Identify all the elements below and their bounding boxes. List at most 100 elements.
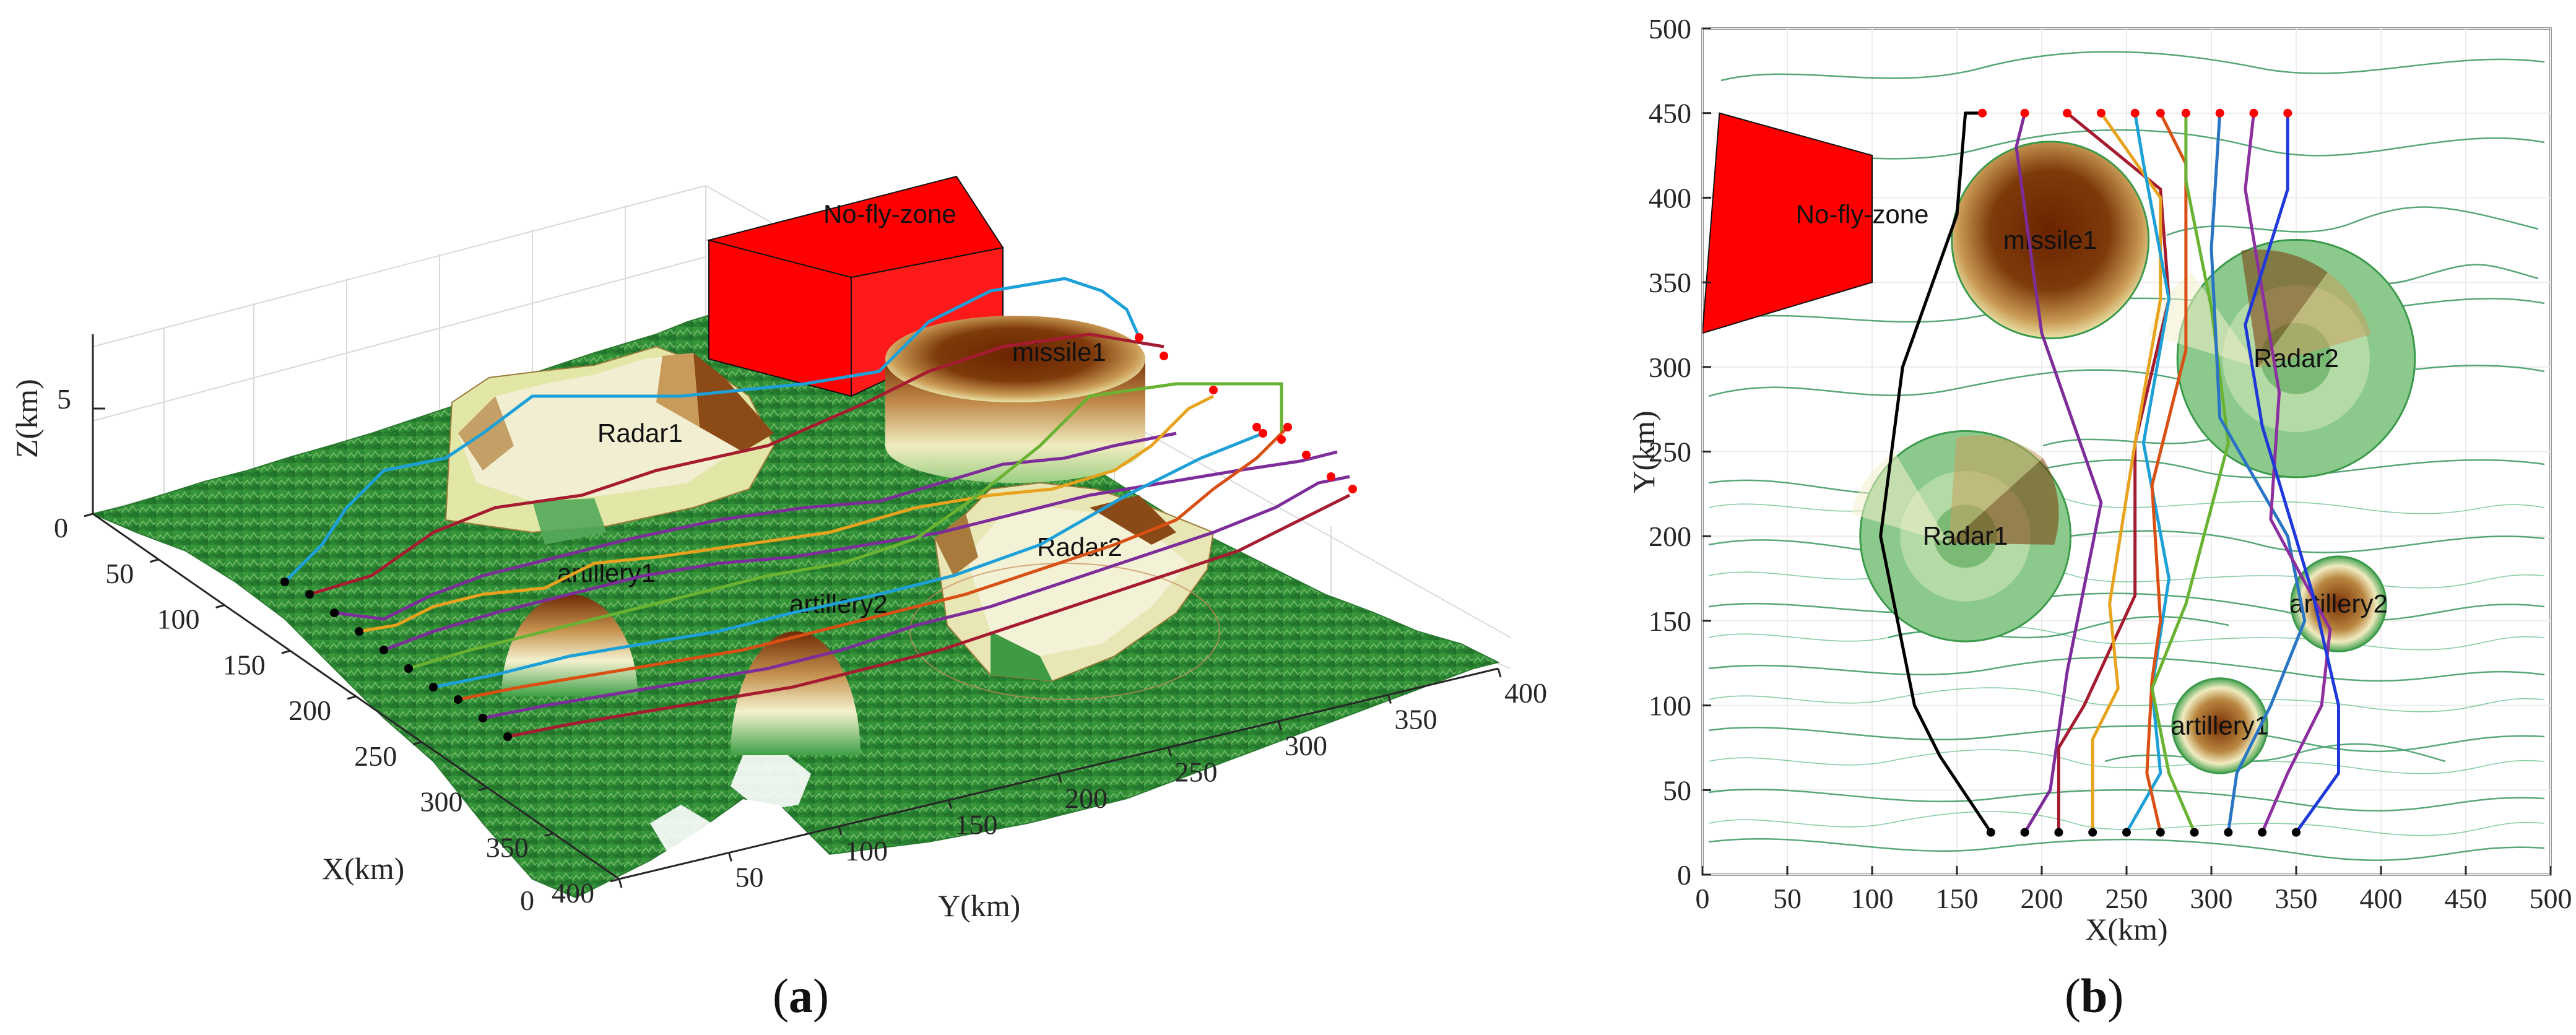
x-tick-label-b: 350 (2275, 883, 2318, 914)
path-8 (2210, 113, 2307, 833)
x-tick-label-3d: 350 (486, 831, 529, 863)
path3d-5 (383, 450, 1338, 652)
y-tick-label-3d: 100 (845, 835, 888, 867)
y-tick-mark-3d (948, 800, 952, 809)
path3d-8 (458, 426, 1289, 701)
x-tick-label-3d: 50 (105, 558, 134, 589)
x-tick-label-3d: 100 (157, 604, 200, 635)
radar1-label-3d: Radar1 (597, 418, 683, 448)
z-axis-label-3d: Z(km) (9, 379, 44, 458)
x-tick-mark-3d (412, 741, 422, 746)
path-4 (2091, 112, 2162, 833)
y-tick-label-3d: 50 (735, 862, 764, 893)
start-marker-3 (2054, 828, 2063, 837)
artillery2-circle (2290, 555, 2387, 652)
start-marker-6 (2156, 828, 2165, 837)
x-tick-label-b: 200 (2021, 883, 2063, 914)
path-6 (2145, 112, 2188, 833)
no-fly-zone-polygon (1702, 112, 1873, 334)
markers-b (1978, 108, 2301, 837)
x-tick-mark-3d (544, 832, 554, 837)
x-tick-label-3d: 0 (54, 512, 68, 543)
y-tick-label-b: 500 (1649, 13, 1691, 45)
threat-labels-b: No-fly-zone missile1 Radar1 Radar2 artillery… (1796, 199, 2388, 740)
paths-b (1879, 111, 2340, 834)
artillery1-circle (2171, 677, 2268, 774)
path3d-6 (408, 382, 1283, 670)
y-tick-label-b: 350 (1649, 267, 1691, 298)
y-tick-label-3d: 200 (1065, 782, 1108, 814)
missile1-circle (1951, 141, 2150, 340)
x-tick-label-b: 250 (2105, 883, 2148, 914)
x-tick-label-b: 300 (2190, 883, 2233, 914)
path-10 (2244, 113, 2340, 834)
y-axis-label-3d: Y(km) (938, 888, 1020, 923)
x-tick-label-3d: 250 (354, 740, 397, 772)
path3d-10 (507, 493, 1351, 738)
y-tick-label-b: 450 (1649, 98, 1691, 129)
missile1-label-b: missile1 (2003, 225, 2097, 254)
radar2-label-b: Radar2 (2253, 344, 2339, 373)
path-1 (1879, 111, 1992, 834)
end-marker-5 (2130, 108, 2140, 118)
end-marker-10 (2283, 108, 2292, 118)
start-marker-9 (2258, 828, 2267, 837)
x-axis-label-b: X(km) (2085, 912, 2167, 946)
end-marker-2 (2020, 108, 2029, 118)
missile1-label-3d: missile1 (1012, 337, 1106, 366)
x-ticks-3d: 0 50 100 150 200 250 300 350 400 (54, 512, 620, 909)
y-tick-mark-3d (1168, 747, 1172, 756)
panel-a-3d-view: No-fly-zone missile1 Radar1 Radar2 (9, 175, 1547, 1023)
x-tick-mark-3d (479, 787, 488, 791)
panel-b-label: (b) (2065, 969, 2123, 1023)
panel-b-top-view: No-fly-zone missile1 Radar1 Radar2 artillery… (1626, 13, 2572, 1023)
y-tick-label-b: 150 (1649, 605, 1691, 637)
radar1-label-b: Radar1 (1923, 521, 2008, 550)
y-tick-label-3d: 0 (520, 885, 534, 916)
x-tick-label-b: 400 (2360, 883, 2403, 914)
artillery1-label-b: artillery1 (2171, 711, 2269, 740)
x-tick-mark-3d (281, 649, 291, 654)
path3d-1 (284, 277, 1141, 583)
start-marker-7 (2190, 828, 2199, 837)
end-marker-9 (2249, 108, 2258, 118)
end-marker-6 (2156, 108, 2165, 118)
y-tick-label-b: 100 (1649, 690, 1691, 722)
start-marker-1 (1986, 828, 1995, 837)
x-tick-mark-3d (347, 695, 357, 700)
y-ticks-3d: 0 50 100 150 200 250 300 350 400 (520, 668, 1547, 916)
y-tick-mark-3d (728, 852, 732, 862)
y-tick-mark-3d (838, 826, 843, 836)
y-tick-mark-3d (1387, 695, 1392, 704)
y-tick-label-b: 200 (1649, 521, 1691, 552)
terrain-gap (650, 749, 811, 854)
end-markers-3d (1135, 333, 1357, 493)
y-tick-label-b: 400 (1649, 182, 1691, 214)
x-tick-mark-3d (610, 878, 620, 883)
artillery1-dome: artillery1 (501, 558, 656, 696)
x-tick-label-b: 150 (1936, 883, 1979, 914)
start-markers-3d (280, 578, 512, 741)
x-axis-label-3d: X(km) (322, 851, 404, 886)
end-marker-3 (2063, 108, 2072, 118)
path3d-7 (433, 431, 1264, 689)
y-tick-mark-3d (618, 878, 623, 888)
z-tick-3d: 5 (57, 383, 71, 415)
y-tick-label-b: 0 (1677, 859, 1691, 891)
ticks-b: 0 50 100 150 200 250 300 350 400 450 500 0 50 100 150 2… (1649, 13, 2572, 914)
missile1-cylinder: missile1 (885, 316, 1145, 483)
x-tick-label-b: 100 (1851, 883, 1894, 914)
y-tick-mark-3d (1057, 773, 1062, 783)
x-tick-label-3d: 200 (288, 695, 331, 726)
radar1-fan: Radar1 (445, 345, 775, 545)
y-tick-label-3d: 150 (955, 809, 998, 841)
x-tick-label-b: 450 (2445, 883, 2487, 914)
x-tick-label-3d: 300 (420, 786, 463, 818)
path-5 (2125, 113, 2171, 833)
no-fly-zone-label-b: No-fly-zone (1796, 199, 1929, 228)
y-tick-label-3d: 350 (1395, 704, 1438, 735)
start-marker-4 (2088, 828, 2097, 837)
end-marker-4 (2096, 108, 2105, 118)
artillery2-dome: artillery2 (731, 589, 888, 755)
path3d-4 (358, 394, 1215, 633)
